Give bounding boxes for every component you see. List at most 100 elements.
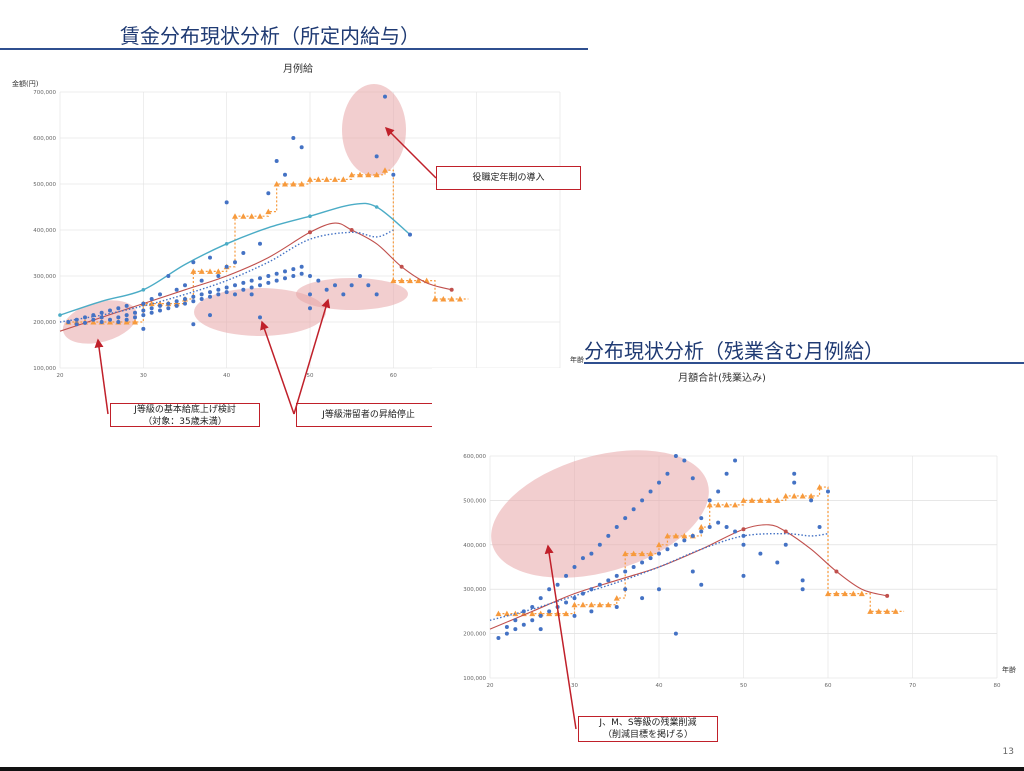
orange-triangle-marker <box>596 601 603 608</box>
scatter-point <box>183 297 187 301</box>
title-rule-2 <box>584 362 1024 364</box>
scatter-point <box>391 172 396 177</box>
series-line-blue-dotted <box>489 532 829 621</box>
x-tick-label: 20 <box>57 373 64 379</box>
scatter-point <box>640 498 645 503</box>
scatter-point <box>555 582 560 587</box>
scatter-point <box>572 565 577 569</box>
orange-triangle-marker <box>850 590 857 597</box>
scatter-point <box>733 458 738 463</box>
scatter-point <box>580 556 585 561</box>
chart1-svg: 100,000 200,000 300,000 400,000 500,000 600,0… <box>12 62 584 379</box>
orange-triangle-marker <box>571 601 578 608</box>
teal-marker <box>58 313 62 317</box>
annotation-j-raise-stop: J等級滞留者の昇給停止 <box>296 403 441 427</box>
scatter-point <box>716 489 721 494</box>
scatter-point <box>241 287 246 292</box>
orange-triangle-marker <box>332 176 338 182</box>
y-tick-label: 200,000 <box>463 632 486 638</box>
x-tick-label: 40 <box>656 683 663 689</box>
scatter-point <box>258 241 262 246</box>
scatter-point <box>91 317 96 322</box>
scatter-point <box>266 280 271 285</box>
scatter-point <box>241 280 246 285</box>
scatter-point <box>699 516 704 521</box>
y-tick-label: 500,000 <box>33 182 56 188</box>
orange-triangle-marker <box>765 497 772 503</box>
scatter-point <box>408 232 412 237</box>
chart1-xlabel: 年齢 <box>570 355 584 364</box>
highlight-region <box>342 84 406 176</box>
scatter-point <box>191 299 196 304</box>
scatter-point <box>141 326 146 331</box>
x-tick-label: 60 <box>825 683 832 689</box>
red-marker <box>449 287 454 292</box>
scatter-point <box>547 587 552 592</box>
scatter-point <box>682 458 687 463</box>
teal-marker <box>141 288 146 292</box>
scatter-point <box>66 320 71 324</box>
chart2-svg: 100,000 200,000 300,000 400,000 500,000 600,0… <box>463 371 1016 689</box>
scatter-point <box>564 573 569 578</box>
orange-triangle-marker <box>290 181 297 187</box>
scatter-point <box>809 498 814 503</box>
scatter-point <box>792 471 797 476</box>
teal-marker <box>308 214 312 218</box>
scatter-point <box>133 315 137 320</box>
scatter-point <box>191 294 196 299</box>
scatter-point <box>623 569 628 574</box>
scatter-point <box>208 290 212 295</box>
orange-triangle-marker <box>875 608 882 614</box>
scatter-point <box>631 507 636 512</box>
scatter-point <box>208 294 212 299</box>
scatter-point <box>258 283 262 288</box>
orange-triangle-marker <box>298 181 305 187</box>
bottom-bar <box>0 767 1024 771</box>
scatter-point <box>699 582 704 587</box>
scatter-point <box>291 274 296 278</box>
scatter-point <box>333 283 337 288</box>
orange-triangle-marker <box>723 501 730 508</box>
orange-triangle-marker <box>415 277 422 284</box>
scatter-point <box>349 283 354 288</box>
scatter-point <box>266 191 271 196</box>
scatter-point <box>274 278 279 283</box>
chart1-ylabel: 金額(円) <box>12 79 39 88</box>
orange-triangle-marker <box>265 208 272 215</box>
y-tick-label: 500,000 <box>463 498 486 504</box>
scatter-point <box>623 587 628 592</box>
page-number: 13 <box>1002 747 1014 757</box>
orange-triangle-marker <box>672 532 679 539</box>
orange-triangle-marker <box>774 497 781 503</box>
scatter-point <box>233 283 237 288</box>
scatter-point <box>141 301 146 306</box>
orange-triangle-marker <box>588 601 595 608</box>
title-rule-1 <box>0 48 588 50</box>
orange-triangle-marker <box>323 176 330 182</box>
scatter-point <box>174 299 179 304</box>
scatter-point <box>504 631 509 636</box>
scatter-point <box>817 525 822 530</box>
scatter-point <box>657 551 661 556</box>
scatter-point <box>623 516 628 521</box>
orange-triangle-marker <box>715 501 722 508</box>
scatter-point <box>233 260 237 265</box>
scatter-point <box>83 315 87 320</box>
scatter-point <box>580 591 585 596</box>
annotation-j-base-pay-line2: （対象：35歳未満） <box>143 417 227 427</box>
scatter-point <box>374 292 379 297</box>
x-tick-label: 50 <box>740 683 747 689</box>
scatter-point <box>316 278 321 283</box>
scatter-point <box>158 308 162 313</box>
scatter-point <box>291 136 296 140</box>
scatter-point <box>116 320 121 324</box>
x-tick-label: 30 <box>571 683 578 689</box>
orange-triangle-marker <box>681 532 688 539</box>
scatter-point <box>216 292 221 297</box>
orange-triangle-marker <box>440 296 447 302</box>
annotation-overtime-line2: （削減目標を掲げる） <box>602 730 693 740</box>
scatter-point <box>521 609 526 614</box>
scatter-point <box>758 551 763 556</box>
scatter-point <box>716 520 721 525</box>
scatter-point <box>183 283 187 288</box>
